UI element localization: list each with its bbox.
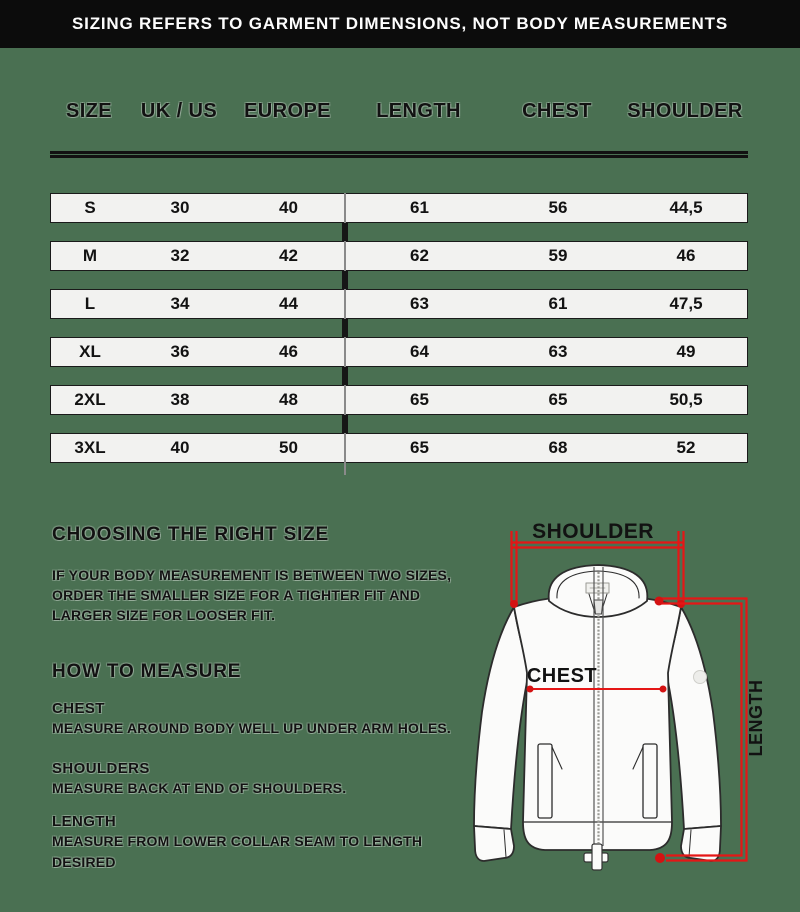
cell: 32 (170, 246, 190, 265)
measure-label: CHEST (52, 700, 105, 717)
header-cell-shoulder: SHOULDER (627, 100, 743, 122)
measure-desc: MEASURE FROM LOWER COLLAR SEAM TO LENGTH (52, 833, 423, 849)
cell: L (84, 294, 96, 313)
cell: 44 (279, 294, 298, 313)
divider-tick (342, 415, 348, 433)
cell: 40 (170, 438, 190, 457)
chart-rows: S 30 40 61 56 44,5 M 32 42 62 59 46 L 34… (50, 193, 748, 475)
measure-item-chest: CHEST MEASURE AROUND BODY WELL UP UNDER … (52, 700, 472, 738)
cell: 64 (410, 342, 429, 361)
cell: 42 (279, 246, 298, 265)
right-pocket (642, 743, 658, 819)
cell: 2XL (74, 390, 106, 409)
table-row: XL 36 46 64 63 49 (50, 337, 748, 367)
body-line: LARGER SIZE FOR LOOSER FIT. (52, 607, 276, 623)
cell: M (82, 246, 98, 265)
table-row: 2XL 38 48 65 65 50,5 (50, 385, 748, 415)
choosing-heading: CHOOSING THE RIGHT SIZE (52, 524, 330, 545)
chart-header-row: SIZE UK / US EUROPE LENGTH CHEST SHOULDE… (50, 60, 748, 123)
shoulder-dimension (510, 531, 685, 608)
zipper-slider (593, 599, 604, 615)
chest-patch (693, 670, 707, 684)
length-dimension (654, 596, 748, 863)
header-cell-uk-us: UK / US (140, 100, 218, 122)
chest-dimension (526, 685, 667, 693)
divider-tick (342, 271, 348, 289)
cell: 65 (548, 390, 568, 409)
cell: 61 (410, 198, 429, 217)
measure-item-shoulders: SHOULDERS MEASURE BACK AT END OF SHOULDE… (52, 760, 472, 798)
cell: 48 (279, 390, 298, 409)
measure-desc: MEASURE BACK AT END OF SHOULDERS. (52, 780, 347, 796)
cell: 65 (410, 438, 429, 457)
cell: 47,5 (669, 294, 703, 313)
collar-inner-line (556, 570, 640, 599)
measure-label: SHOULDERS (52, 760, 150, 777)
cell: 38 (170, 390, 190, 409)
cell: 34 (170, 294, 190, 313)
table-row: 3XL 40 50 65 68 52 (50, 433, 748, 463)
banner-title: SIZING REFERS TO GARMENT DIMENSIONS, NOT… (72, 14, 728, 33)
cell: 46 (279, 342, 298, 361)
cell: 62 (410, 246, 429, 265)
size-chart: SIZE UK / US EUROPE LENGTH CHEST SHOULDE… (50, 60, 748, 481)
cell: XL (79, 342, 101, 361)
cell: 63 (548, 342, 568, 361)
cell: 30 (170, 198, 190, 217)
measure-desc: DESIRED (52, 854, 116, 870)
chest-label: CHEST (527, 665, 597, 687)
header-cell-length: LENGTH (376, 100, 461, 122)
table-row: M 32 42 62 59 46 (50, 241, 748, 271)
top-banner: SIZING REFERS TO GARMENT DIMENSIONS, NOT… (0, 0, 800, 48)
table-row: L 34 44 63 61 47,5 (50, 289, 748, 319)
choosing-body: IF YOUR BODY MEASUREMENT IS BETWEEN TWO … (52, 565, 472, 625)
cell: 50 (279, 438, 298, 457)
length-label: LENGTH (746, 680, 766, 757)
header-cell-chest: CHEST (522, 100, 592, 122)
divider-tick (342, 223, 348, 241)
cell: 68 (548, 438, 568, 457)
zipper (583, 567, 609, 871)
cell: 3XL (74, 438, 106, 457)
pocket-flap-lines (551, 746, 644, 770)
divider-tick (342, 319, 348, 337)
left-pocket (537, 743, 553, 819)
cell: S (84, 198, 96, 217)
divider-tick (342, 367, 348, 385)
header-cell-europe: EUROPE (244, 100, 331, 122)
cell: 36 (170, 342, 190, 361)
jacket-diagram: SHOULDER CHEST LENGTH (450, 490, 800, 912)
cell: 56 (548, 198, 568, 217)
cell: 40 (279, 198, 298, 217)
measure-label: LENGTH (52, 813, 117, 830)
how-to-measure-heading: HOW TO MEASURE (52, 661, 242, 682)
cell: 49 (676, 342, 696, 361)
cell: 63 (410, 294, 429, 313)
table-row: S 30 40 61 56 44,5 (50, 193, 748, 223)
cell: 52 (676, 438, 696, 457)
measure-desc: MEASURE AROUND BODY WELL UP UNDER ARM HO… (52, 720, 452, 736)
body-line: IF YOUR BODY MEASUREMENT IS BETWEEN TWO … (52, 567, 452, 583)
zipper-pull (591, 843, 603, 871)
cell: 59 (548, 246, 568, 265)
cell: 46 (676, 246, 696, 265)
measure-item-length: LENGTH MEASURE FROM LOWER COLLAR SEAM TO… (52, 813, 472, 873)
cell: 50,5 (669, 390, 703, 409)
how-to-measure-section: CHEST MEASURE AROUND BODY WELL UP UNDER … (52, 700, 472, 873)
header-cell-size: SIZE (65, 100, 113, 122)
body-line: ORDER THE SMALLER SIZE FOR A TIGHTER FIT… (52, 587, 421, 603)
header-rule (50, 151, 748, 158)
left-cuff (473, 825, 515, 862)
cell: 61 (548, 294, 568, 313)
cell: 65 (410, 390, 429, 409)
shoulder-label: SHOULDER (532, 520, 654, 543)
cuff-rib (503, 829, 692, 858)
cell: 44,5 (669, 198, 703, 217)
